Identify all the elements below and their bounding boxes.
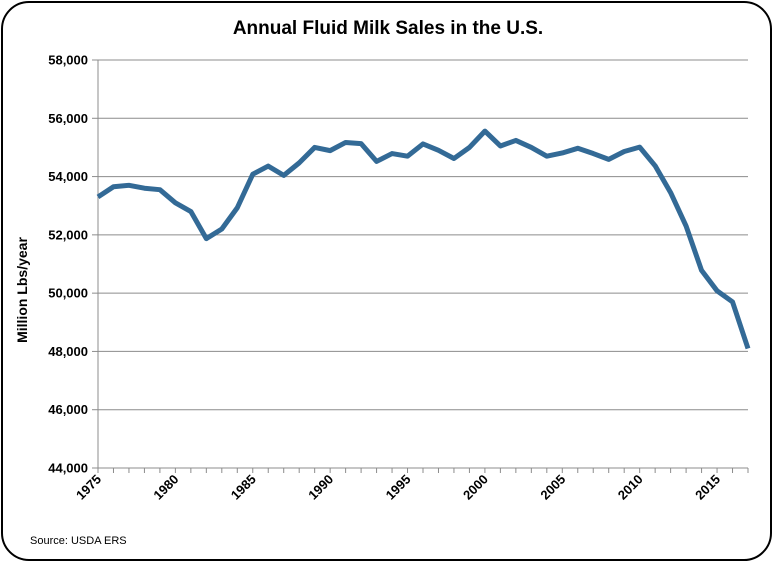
series-layer (96, 128, 751, 350)
chart-title: Annual Fluid Milk Sales in the U.S. (232, 18, 544, 39)
tick-layer: 44,000 46,000 48,000 50,000 52,000 54,000 56,0… (48, 53, 723, 503)
y-tick-label: 58,000 (48, 53, 88, 68)
x-tick-label: 2005 (537, 472, 568, 503)
x-tick-label: 1980 (150, 472, 181, 503)
y-tick-label: 50,000 (48, 286, 88, 301)
y-tick-label: 48,000 (48, 344, 88, 359)
x-tick-label: 2015 (692, 472, 723, 503)
x-tick-label: 1995 (383, 472, 414, 503)
source-note: Source: USDA ERS (30, 535, 127, 547)
x-tick-label: 2010 (615, 472, 646, 503)
x-tick-label: 2000 (460, 472, 491, 503)
grid-layer (92, 59, 749, 473)
y-tick-label: 44,000 (48, 461, 88, 476)
x-tick-label: 1990 (305, 472, 336, 503)
x-tick-label: 1985 (228, 472, 259, 503)
x-tick-label: 1975 (73, 472, 104, 503)
series-line (96, 128, 751, 350)
y-tick-label: 54,000 (48, 169, 88, 184)
y-tick-label: 56,000 (48, 111, 88, 126)
y-axis-label: Million Lbs/year (14, 237, 30, 343)
y-tick-label: 52,000 (48, 227, 88, 242)
y-tick-label: 46,000 (48, 402, 88, 417)
